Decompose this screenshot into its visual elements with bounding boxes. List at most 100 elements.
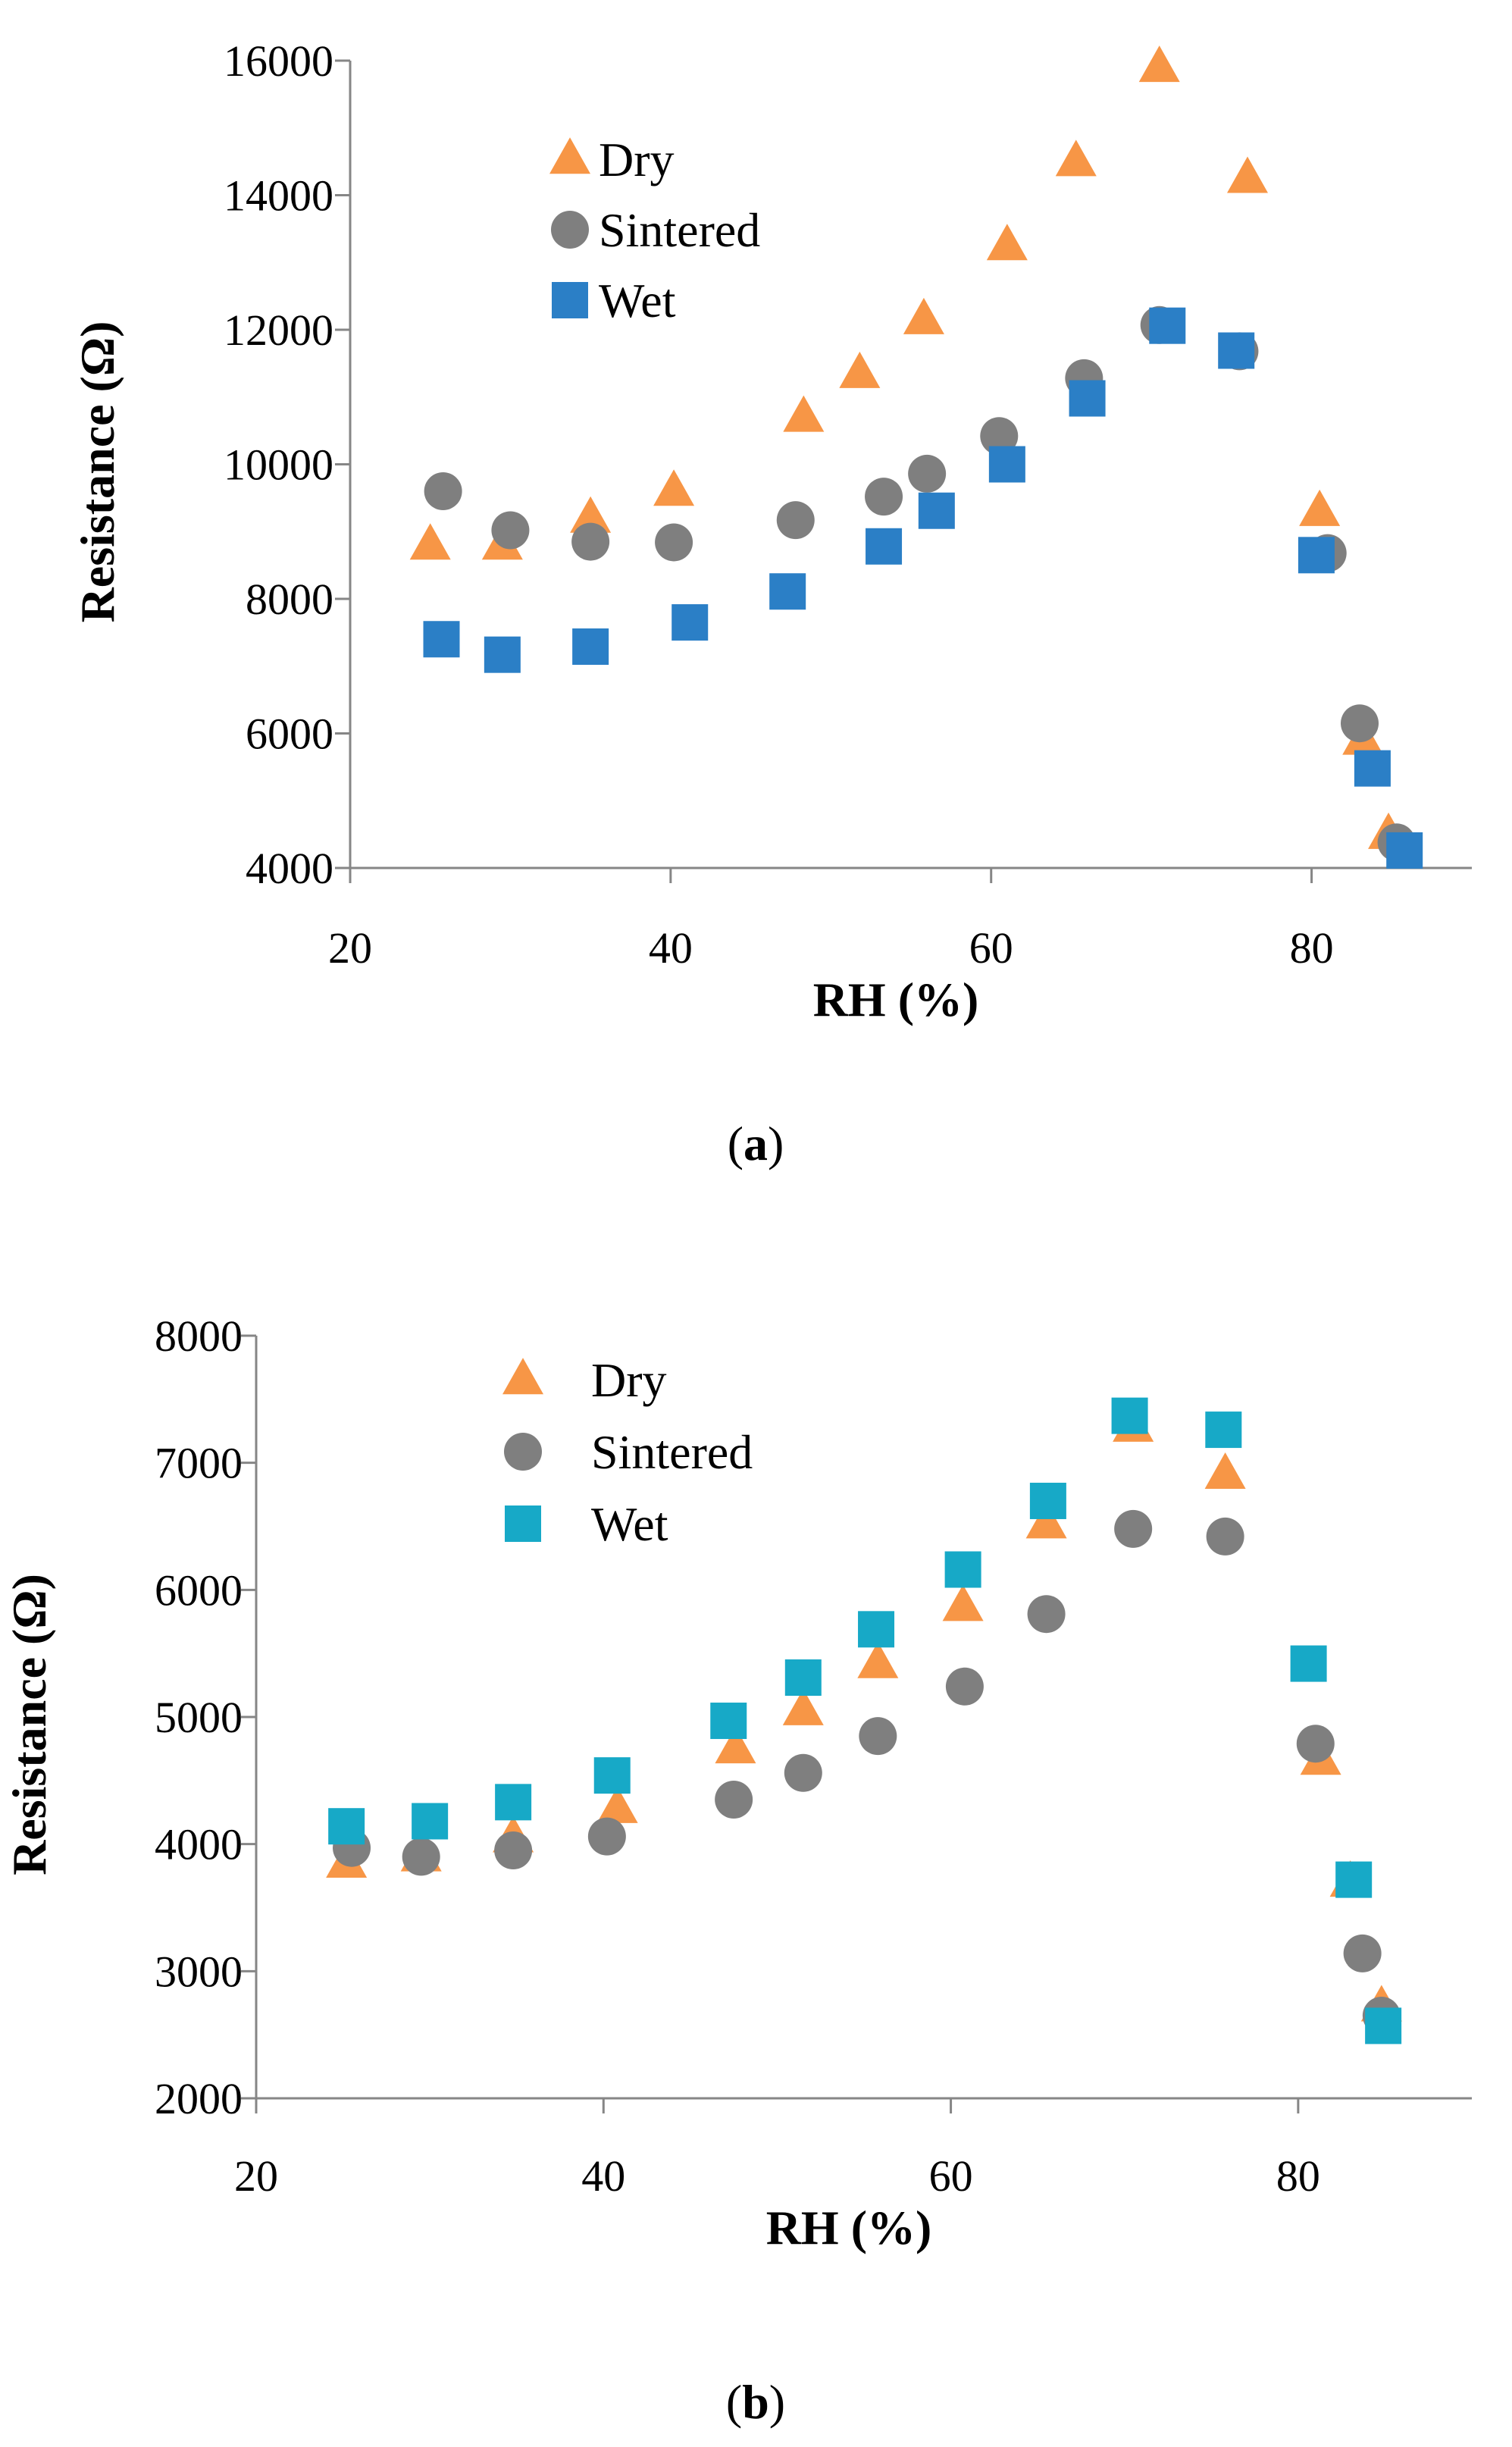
data-point-sintered	[587, 1817, 626, 1856]
data-point-dry	[782, 1688, 824, 1725]
data-point-wet	[572, 628, 609, 666]
legend-marker-dry	[549, 137, 590, 174]
data-point-sintered	[1343, 1934, 1382, 1972]
series-sintered	[333, 1509, 1401, 2035]
data-point-dry	[653, 469, 695, 506]
series-sintered	[424, 305, 1416, 862]
legend-label-wet: Wet	[599, 274, 676, 327]
data-point-dry	[986, 224, 1028, 261]
data-point-dry	[857, 1641, 899, 1678]
data-point-dry	[1025, 1502, 1067, 1539]
caption-paren-close: )	[769, 2375, 785, 2429]
x-tick-label: 60	[969, 923, 1013, 973]
data-point-sintered	[908, 454, 947, 493]
data-point-dry	[570, 496, 612, 533]
legend-marker-wet	[552, 282, 588, 318]
data-point-sintered	[784, 1753, 822, 1792]
data-point-wet	[1205, 1411, 1242, 1449]
data-point-dry	[596, 1786, 638, 1823]
data-point-wet	[988, 446, 1025, 483]
data-point-wet	[1335, 1861, 1373, 1898]
data-point-wet	[710, 1703, 747, 1740]
panel-caption: (a)	[728, 1117, 784, 1170]
y-tick-label: 4000	[246, 844, 333, 893]
x-tick-label: 80	[1276, 2151, 1320, 2201]
data-point-dry	[1299, 489, 1341, 526]
x-tick-label: 60	[929, 2151, 973, 2201]
data-point-wet	[1290, 1645, 1327, 1682]
data-point-sintered	[1206, 1517, 1244, 1556]
data-point-wet	[784, 1659, 822, 1697]
data-point-dry	[1055, 139, 1097, 177]
x-tick-label: 40	[649, 923, 693, 973]
legend-marker-dry	[502, 1358, 543, 1395]
legend: Dry Sintered Wet	[549, 133, 760, 327]
y-tick-label: 12000	[224, 305, 333, 355]
legend-label-dry: Dry	[599, 133, 675, 186]
data-point-dry	[409, 523, 451, 560]
series-wet	[423, 307, 1423, 869]
legend-marker-wet	[505, 1505, 541, 1542]
x-axis-title: RH (%)	[766, 2201, 932, 2254]
data-point-sintered	[945, 1667, 984, 1706]
data-point-wet	[1298, 537, 1335, 574]
data-point-sintered	[571, 522, 610, 561]
data-point-dry	[783, 395, 825, 432]
data-point-wet	[1111, 1397, 1148, 1434]
y-tick-label: 5000	[155, 1693, 243, 1742]
legend: Dry Sintered Wet	[502, 1353, 753, 1551]
caption-label: a	[743, 1117, 768, 1170]
data-point-sintered	[715, 1780, 753, 1819]
y-tick-label: 3000	[155, 1947, 243, 1996]
data-point-wet	[866, 528, 903, 565]
data-point-dry	[942, 1584, 984, 1621]
caption-paren-open: (	[726, 2375, 742, 2429]
x-tick-label: 20	[328, 923, 372, 973]
y-axis-title: Resistance (Ω)	[2, 1574, 56, 1875]
legend-label-dry: Dry	[591, 1353, 667, 1407]
legend-label-wet: Wet	[591, 1497, 668, 1551]
data-point-wet	[1029, 1482, 1066, 1519]
legend-marker-sintered	[551, 211, 589, 249]
data-point-wet	[593, 1757, 631, 1794]
y-tick-label: 16000	[224, 36, 333, 86]
y-tick-label: 8000	[155, 1311, 243, 1361]
x-tick-label: 20	[234, 2151, 278, 2201]
data-point-sintered	[1027, 1595, 1066, 1634]
y-tick-label: 10000	[224, 440, 333, 490]
y-tick-label: 6000	[155, 1565, 243, 1615]
caption-paren-open: (	[728, 1117, 743, 1170]
data-point-wet	[328, 1808, 365, 1845]
series-wet	[328, 1397, 1402, 2044]
data-point-wet	[1386, 832, 1423, 869]
legend-marker-sintered	[504, 1433, 542, 1471]
data-point-sintered	[859, 1717, 897, 1756]
chart-panel-b: 2000 3000 4000 5000 6000 7000 8000 20 40 60 80 RH (…	[2, 1311, 1472, 2429]
data-point-wet	[484, 636, 521, 673]
legend-label-sintered: Sintered	[591, 1425, 753, 1479]
legend-label-sintered: Sintered	[599, 203, 760, 257]
data-point-dry	[839, 351, 881, 388]
data-point-dry	[715, 1727, 756, 1764]
data-point-wet	[769, 573, 806, 610]
y-tick-label: 8000	[246, 575, 333, 624]
data-point-wet	[1069, 380, 1106, 417]
y-tick-label: 2000	[155, 2074, 243, 2123]
data-point-dry	[1138, 45, 1180, 83]
data-point-wet	[1218, 332, 1255, 369]
data-point-wet	[412, 1803, 449, 1840]
panel-caption: (b)	[726, 2375, 785, 2429]
data-point-sintered	[865, 478, 903, 516]
data-point-sintered	[776, 501, 815, 540]
data-point-sintered	[494, 1831, 533, 1870]
caption-label: b	[742, 2375, 769, 2429]
data-point-sintered	[1114, 1509, 1153, 1548]
data-point-wet	[944, 1551, 981, 1588]
data-point-sintered	[1296, 1725, 1335, 1763]
data-point-wet	[671, 604, 709, 641]
data-point-sintered	[655, 523, 693, 562]
data-point-wet	[423, 621, 460, 658]
data-point-sintered	[980, 417, 1019, 456]
data-point-wet	[918, 492, 955, 529]
